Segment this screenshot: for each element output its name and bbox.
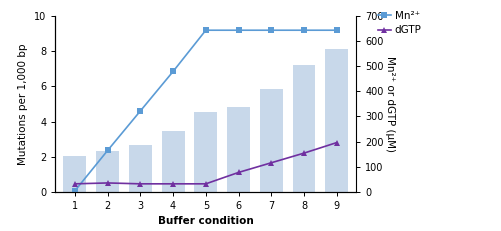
Y-axis label: Mutations per 1,000 bp: Mutations per 1,000 bp (19, 43, 29, 165)
Y-axis label: Mn²⁺ or dGTP (μM): Mn²⁺ or dGTP (μM) (384, 56, 394, 152)
Bar (194, 112, 217, 192)
Legend: Mn²⁺, dGTP: Mn²⁺, dGTP (373, 7, 425, 40)
Bar (325, 49, 348, 192)
Bar (161, 131, 184, 192)
Bar (63, 156, 86, 192)
X-axis label: Buffer condition: Buffer condition (158, 216, 253, 226)
Bar (260, 89, 282, 192)
Bar (292, 65, 315, 192)
Bar (226, 106, 249, 192)
Bar (96, 151, 119, 192)
Bar (129, 145, 151, 192)
